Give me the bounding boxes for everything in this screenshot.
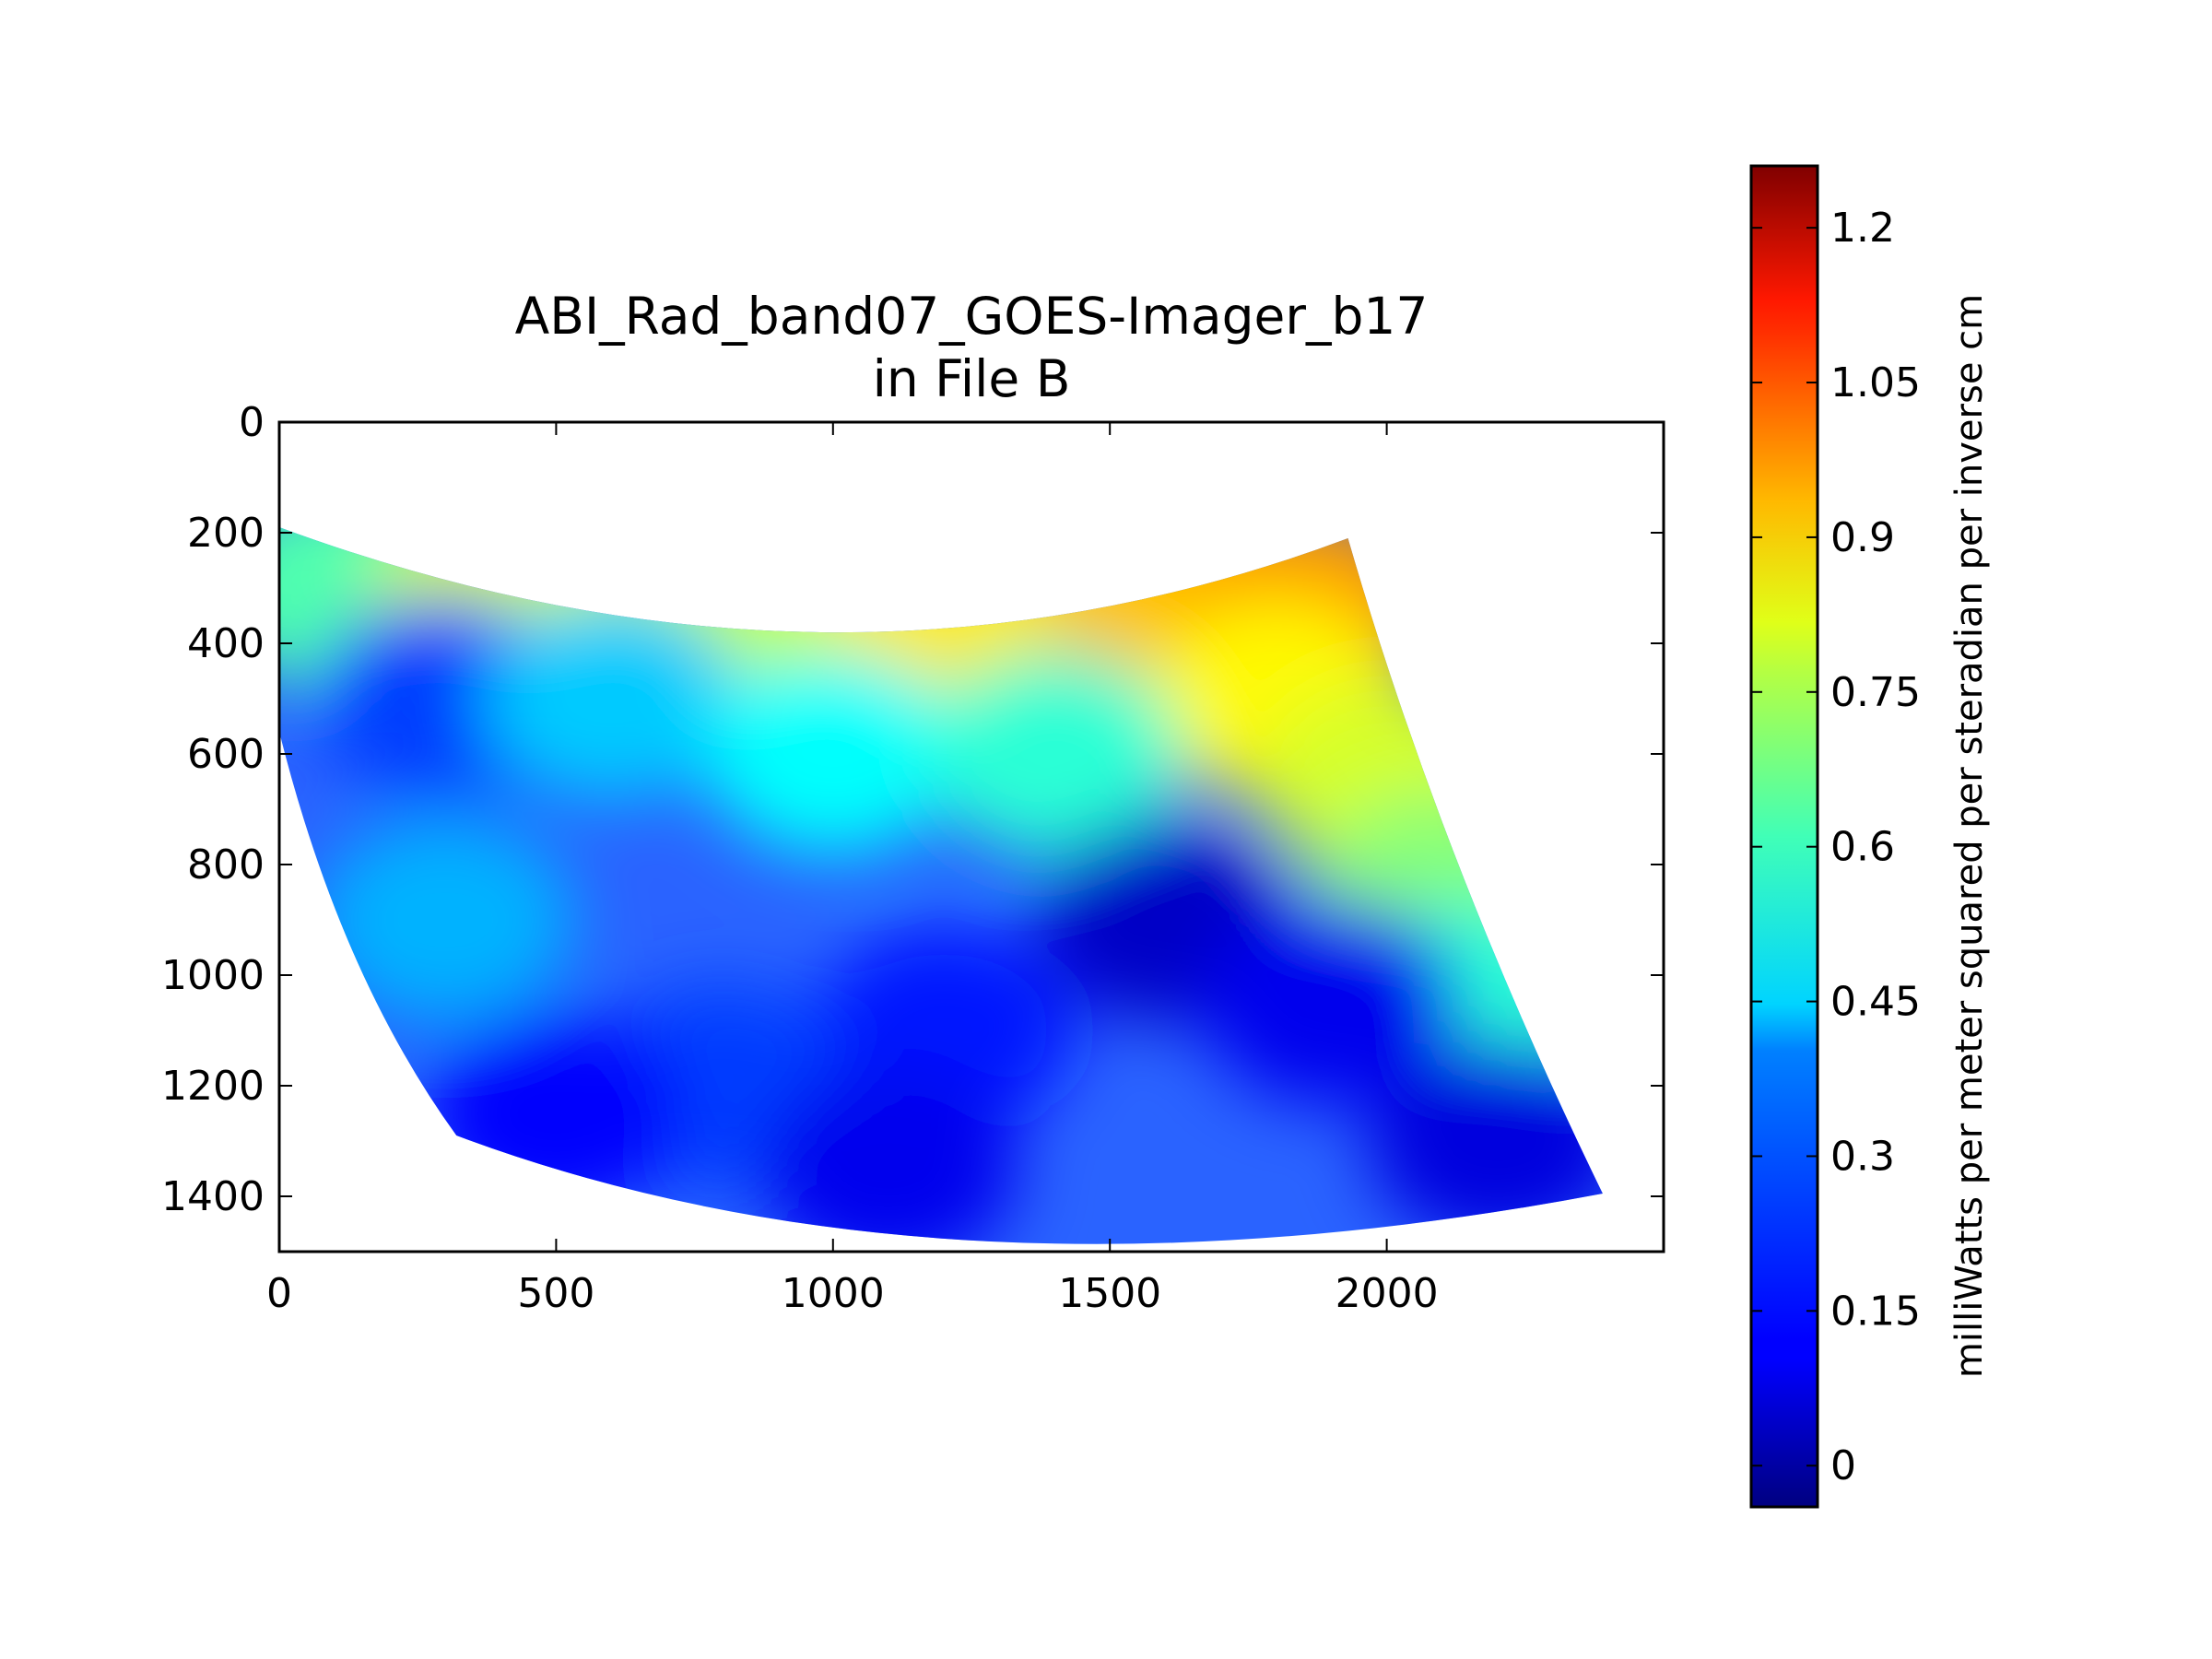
- y-tick-label: 200: [187, 510, 265, 557]
- colorbar-ticks: 0 0.15 0.3 0.45 0.6 0.75 0.9 1.05 1.2: [1751, 205, 1921, 1489]
- axes-frame: [277, 420, 1665, 1253]
- x-axis: 0 500 1000 1500 2000: [266, 422, 1439, 1317]
- x-tick-label: 2000: [1335, 1270, 1439, 1317]
- y-tick-label: 1000: [161, 952, 265, 999]
- y-axis: 0 200 400 600 800 1000 1200 1400: [161, 399, 1664, 1220]
- colorbar: [1749, 164, 1819, 1509]
- y-tick-label: 800: [187, 841, 265, 888]
- x-tick-label: 500: [517, 1270, 594, 1317]
- chart-subtitle: in File B: [873, 349, 1071, 408]
- colorbar-tick-label: 1.05: [1830, 359, 1921, 406]
- x-tick-label: 0: [266, 1270, 292, 1317]
- image-block: [703, 653, 962, 855]
- image-block: [427, 1012, 686, 1215]
- colorbar-tick-label: 0.9: [1830, 514, 1895, 561]
- y-tick-label: 0: [239, 399, 265, 446]
- y-tick-label: 1400: [161, 1173, 265, 1220]
- y-tick-label: 1200: [161, 1063, 265, 1110]
- colorbar-tick-label: 0.3: [1830, 1133, 1895, 1180]
- colorbar-tick-label: 0.6: [1830, 824, 1895, 871]
- image-block: [1202, 901, 1461, 1104]
- chart-title: ABI_Rad_band07_GOES-Imager_b17: [515, 287, 1429, 346]
- plot-area: [279, 527, 1603, 1244]
- image-block: [482, 597, 741, 800]
- colorbar-tick-label: 0.15: [1830, 1288, 1921, 1335]
- colorbar-tick-label: 1.2: [1830, 205, 1895, 252]
- x-tick-label: 1000: [782, 1270, 885, 1317]
- colorbar-label: milliWatts per meter squared per steradi…: [1948, 294, 1991, 1378]
- y-tick-label: 600: [187, 731, 265, 778]
- image-block: [1368, 1040, 1603, 1242]
- colorbar-tick-label: 0.75: [1830, 669, 1921, 716]
- image-block: [316, 818, 575, 1021]
- x-tick-label: 1500: [1058, 1270, 1161, 1317]
- colorbar-tick-label: 0.45: [1830, 979, 1921, 1026]
- image-block: [925, 653, 1184, 855]
- colorbar-tick-label: 0: [1830, 1442, 1856, 1489]
- image-block: [759, 1067, 1018, 1244]
- y-tick-label: 400: [187, 620, 265, 667]
